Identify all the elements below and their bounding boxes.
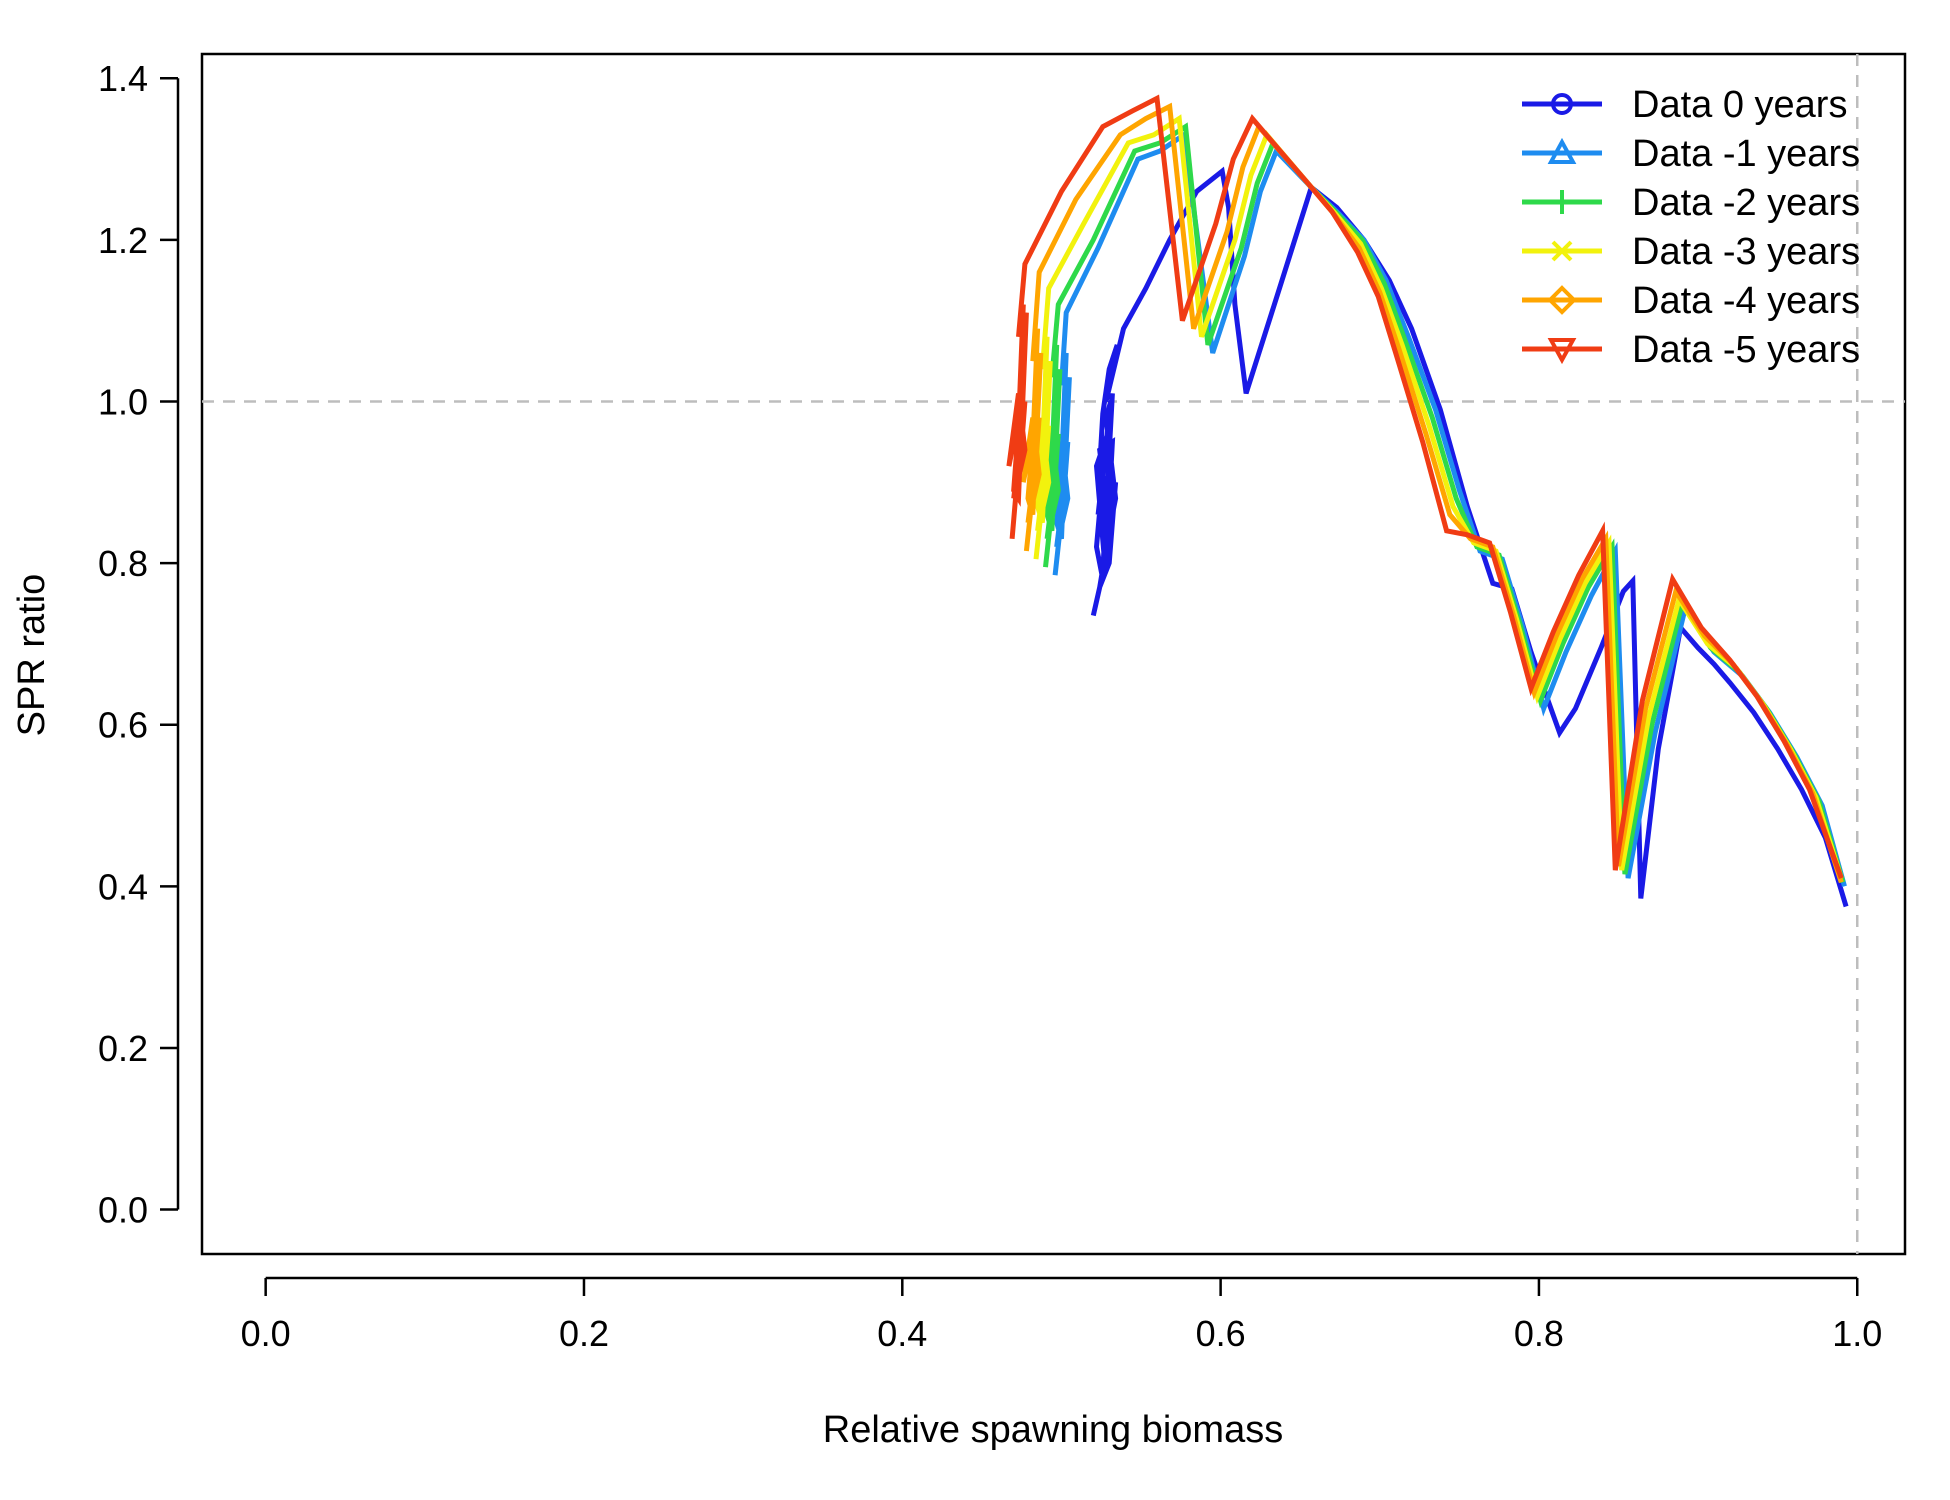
legend-marker-circle-icon xyxy=(1551,93,1573,115)
y-axis-title: SPR ratio xyxy=(11,574,53,737)
legend: Data 0 years Data -1 years Data -2 years Da… xyxy=(1522,84,1860,371)
y-tick-label: 1.2 xyxy=(98,220,148,261)
legend-marker-inverted-triangle-icon xyxy=(1547,338,1577,365)
legend-item: Data -4 years xyxy=(1522,280,1860,322)
legend-item: Data -5 years xyxy=(1522,329,1860,371)
plot-frame xyxy=(200,52,1907,1256)
legend-marker-triangle-icon xyxy=(1547,137,1577,164)
legend-label: Data -4 years xyxy=(1632,280,1860,322)
series-line-1 xyxy=(1049,130,1847,887)
y-tick-label: 0.8 xyxy=(98,543,148,584)
legend-label: Data -3 years xyxy=(1632,231,1860,273)
x-tick-label: 0.0 xyxy=(241,1313,291,1354)
legend-label: Data -1 years xyxy=(1632,133,1860,175)
series-line-4 xyxy=(1020,102,1844,884)
x-tick-label: 0.4 xyxy=(877,1313,927,1354)
y-tick-label: 0.6 xyxy=(98,705,148,746)
legend-item: Data 0 years xyxy=(1522,84,1847,126)
y-axis: 0.0 0.2 0.4 0.6 0.8 1.0 1.2 1.4 xyxy=(98,58,180,1231)
y-tick-label: 0.2 xyxy=(98,1028,148,1069)
series-line-2 xyxy=(1039,122,1846,884)
legend-marker-plus-icon xyxy=(1550,190,1574,214)
series-lines xyxy=(1006,94,1849,908)
plot-border xyxy=(200,52,1907,1256)
series-line-3 xyxy=(1030,114,1844,879)
x-tick-label: 0.2 xyxy=(559,1313,609,1354)
x-tick-label: 0.8 xyxy=(1514,1313,1564,1354)
legend-item: Data -3 years xyxy=(1522,231,1860,273)
legend-label: Data -2 years xyxy=(1632,182,1860,224)
x-axis-title: Relative spawning biomass xyxy=(823,1409,1283,1451)
y-tick-label: 1.4 xyxy=(98,58,148,99)
x-axis: 0.0 0.2 0.4 0.6 0.8 1.0 xyxy=(241,1276,1882,1354)
legend-item: Data -2 years xyxy=(1522,182,1860,224)
x-tick-label: 0.6 xyxy=(1196,1313,1246,1354)
y-tick-label: 0.4 xyxy=(98,866,148,907)
legend-label: Data 0 years xyxy=(1632,84,1847,126)
legend-label: Data -5 years xyxy=(1632,329,1860,371)
x-tick-label: 1.0 xyxy=(1832,1313,1882,1354)
series-line-5 xyxy=(1006,94,1844,880)
legend-marker-diamond-icon xyxy=(1547,285,1577,315)
legend-item: Data -1 years xyxy=(1522,133,1860,175)
y-tick-label: 1.0 xyxy=(98,381,148,422)
legend-marker-x-icon xyxy=(1551,240,1573,262)
y-tick-label: 0.0 xyxy=(98,1190,148,1231)
